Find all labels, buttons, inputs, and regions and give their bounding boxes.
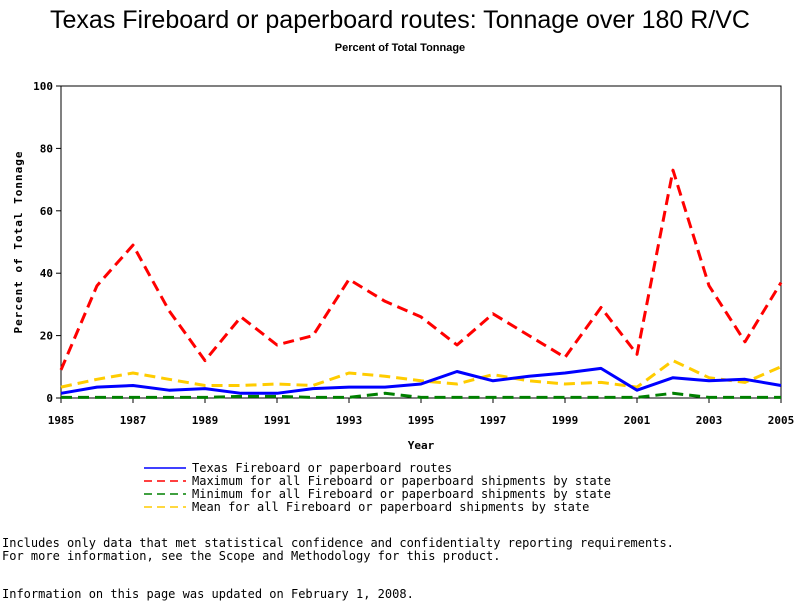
series-line-1 bbox=[60, 366, 782, 395]
x-tick-label: 1985 bbox=[48, 414, 75, 427]
footnote-confidence: Includes only data that met statistical … bbox=[2, 536, 674, 550]
y-tick-label: 60 bbox=[40, 205, 53, 218]
series-line-2 bbox=[59, 168, 783, 371]
x-tick-label: 1995 bbox=[408, 414, 435, 427]
chart-subtitle: Percent of Total Tonnage bbox=[334, 42, 466, 54]
x-tick-label: 1991 bbox=[264, 414, 291, 427]
legend-entry-3: Minimum for all Fireboard or paperboard … bbox=[192, 487, 611, 501]
legend-entry-4: Mean for all Fireboard or paperboard shi… bbox=[192, 500, 589, 514]
chart-title: Texas Fireboard or paperboard routes: To… bbox=[50, 6, 750, 34]
chart-axes: 0 20 40 60 80 100 1985 1987 1989 1991 1993 1995 1997… bbox=[12, 80, 794, 452]
series-line-3 bbox=[61, 391, 781, 399]
legend-entry-1: Texas Fireboard or paperboard routes bbox=[192, 461, 452, 475]
y-tick-label: 100 bbox=[33, 80, 53, 93]
x-tick-label: 2001 bbox=[624, 414, 651, 427]
chart-legend: Texas Fireboard or paperboard routesMaxi… bbox=[144, 461, 611, 514]
x-tick-label: 2005 bbox=[768, 414, 795, 427]
x-tick-label: 1997 bbox=[480, 414, 507, 427]
plot-frame bbox=[60, 85, 782, 399]
x-tick-label: 1999 bbox=[552, 414, 579, 427]
x-axis-title: Year bbox=[408, 439, 435, 452]
x-tick-label: 1989 bbox=[192, 414, 219, 427]
y-axis-title: Percent of Total Tonnage bbox=[12, 151, 25, 334]
x-tick-label: 2003 bbox=[696, 414, 723, 427]
y-tick-label: 0 bbox=[46, 392, 53, 405]
series-line-4 bbox=[60, 359, 782, 389]
footnote-updated: Information on this page was updated on … bbox=[2, 587, 414, 601]
legend-entry-2: Maximum for all Fireboard or paperboard … bbox=[192, 474, 611, 488]
footnote-methodology: For more information, see the Scope and … bbox=[2, 549, 501, 563]
x-tick-label: 1993 bbox=[336, 414, 363, 427]
x-tick-label: 1987 bbox=[120, 414, 147, 427]
chart-series bbox=[59, 168, 783, 399]
y-tick-label: 20 bbox=[40, 330, 53, 343]
y-tick-label: 40 bbox=[40, 267, 53, 280]
y-tick-label: 80 bbox=[40, 142, 53, 155]
